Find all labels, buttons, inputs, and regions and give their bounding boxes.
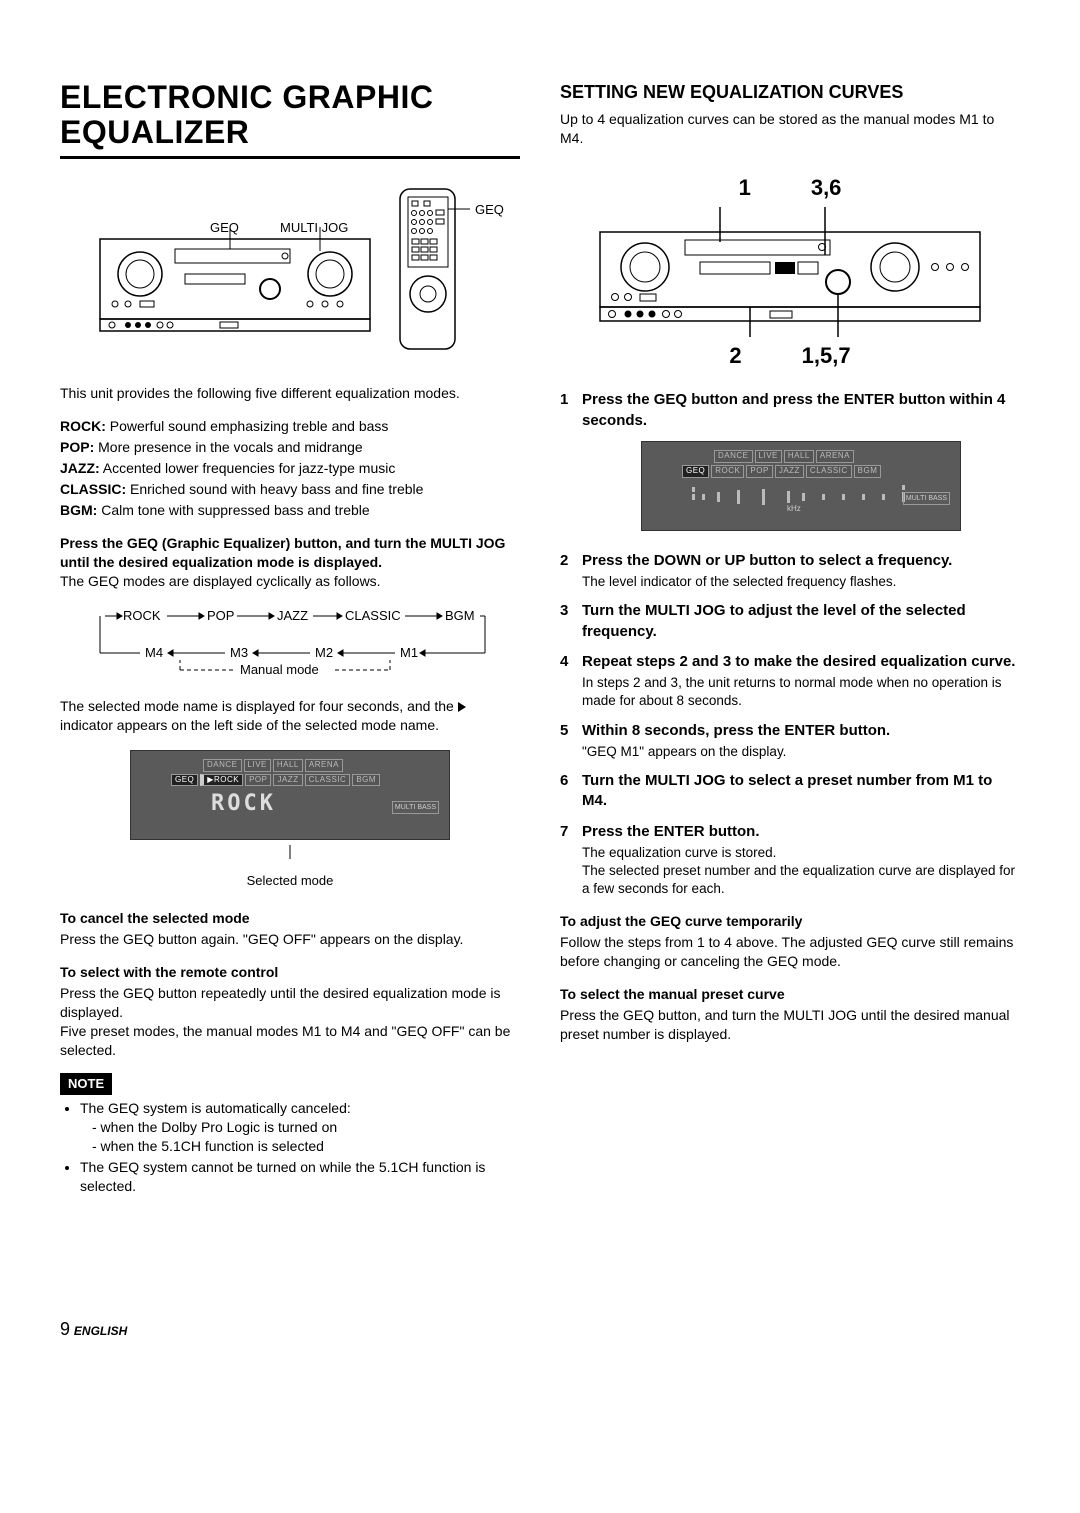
note-label: NOTE <box>60 1073 112 1095</box>
step-list: 1 Press the GEQ button and press the ENT… <box>560 390 1020 898</box>
svg-text:kHz: kHz <box>787 504 801 512</box>
page-title: ELECTRONIC GRAPHIC EQUALIZER <box>60 80 520 159</box>
display-caption: Selected mode <box>60 872 520 890</box>
geq-remote-label: GEQ <box>475 201 504 219</box>
section-intro: Up to 4 equalization curves can be store… <box>560 110 1020 148</box>
cancel-text: Press the GEQ button again. "GEQ OFF" ap… <box>60 930 520 949</box>
cancel-heading: To cancel the selected mode <box>60 909 520 928</box>
display-panel-1: DANCE LIVE HALL ARENA GEQ ▶ROCK POP JAZZ… <box>130 750 450 840</box>
page-footer: 9 ENGLISH <box>60 1317 1020 1341</box>
svg-text:BGM: BGM <box>445 608 475 623</box>
mode-list: ROCK: Powerful sound emphasizing treble … <box>60 417 520 519</box>
step-4: 4 Repeat steps 2 and 3 to make the desir… <box>560 652 1020 711</box>
intro-text: This unit provides the following five di… <box>60 384 520 403</box>
step-5: 5 Within 8 seconds, press the ENTER butt… <box>560 721 1020 761</box>
callout-top: 1 3,6 <box>560 173 1020 203</box>
instruction-tail: The GEQ modes are displayed cyclically a… <box>60 572 520 591</box>
svg-text:JAZZ: JAZZ <box>277 608 308 623</box>
unit-diagram: GEQ MULTI JOG GEQ <box>60 179 520 359</box>
remote-heading: To select with the remote control <box>60 963 520 982</box>
remote-text-2: Five preset modes, the manual modes M1 t… <box>60 1022 520 1060</box>
remote-text-1: Press the GEQ button repeatedly until th… <box>60 984 520 1022</box>
svg-text:POP: POP <box>207 608 234 623</box>
section-heading: SETTING NEW EQUALIZATION CURVES <box>560 80 1020 104</box>
step-2: 2 Press the DOWN or UP button to select … <box>560 551 1020 591</box>
geq-label: GEQ <box>210 219 239 237</box>
play-icon <box>458 702 466 712</box>
svg-text:CLASSIC: CLASSIC <box>345 608 401 623</box>
svg-text:M3: M3 <box>230 645 248 660</box>
manual-text: Press the GEQ button, and turn the MULTI… <box>560 1006 1020 1044</box>
instruction-bold: Press the GEQ (Graphic Equalizer) button… <box>60 534 520 572</box>
step-3: 3 Turn the MULTI JOG to adjust the level… <box>560 601 1020 642</box>
svg-text:M1: M1 <box>400 645 418 660</box>
svg-text:M4: M4 <box>145 645 163 660</box>
adjust-heading: To adjust the GEQ curve temporarily <box>560 912 1020 931</box>
step-6: 6 Turn the MULTI JOG to select a preset … <box>560 771 1020 812</box>
svg-text:M2: M2 <box>315 645 333 660</box>
note-list: The GEQ system is automatically canceled… <box>60 1099 520 1195</box>
cycle-diagram: ROCK POP JAZZ CLASSIC BGM M4 M3 M2 M1 Ma… <box>60 602 520 687</box>
step-7: 7 Press the ENTER button. The equalizati… <box>560 822 1020 899</box>
multijog-label: MULTI JOG <box>280 219 348 237</box>
unit-diagram-2 <box>570 207 1010 337</box>
adjust-text: Follow the steps from 1 to 4 above. The … <box>560 933 1020 971</box>
svg-text:ROCK: ROCK <box>123 608 161 623</box>
manual-heading: To select the manual preset curve <box>560 985 1020 1004</box>
callout-bottom: 2 1,5,7 <box>560 341 1020 371</box>
display-panel-2: DANCE LIVE HALL ARENA GEQ ROCK POP JAZZ … <box>641 441 961 531</box>
svg-text:Manual mode: Manual mode <box>240 662 319 677</box>
after-cycle-text: The selected mode name is displayed for … <box>60 697 520 735</box>
step-1: 1 Press the GEQ button and press the ENT… <box>560 390 1020 541</box>
